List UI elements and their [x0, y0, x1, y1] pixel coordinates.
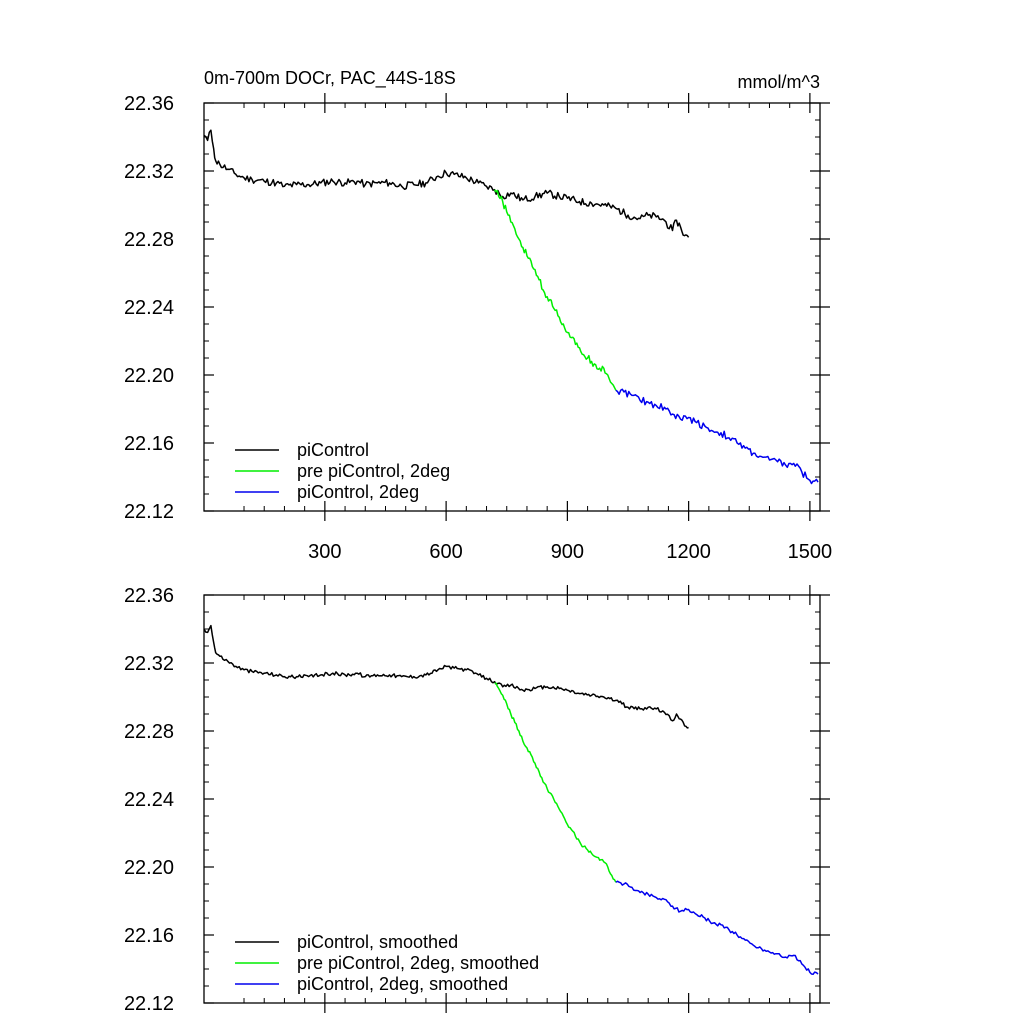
- series-line: [203, 624, 689, 729]
- legend-label: pre piControl, 2deg, smoothed: [297, 953, 539, 973]
- legend-label: pre piControl, 2deg: [297, 461, 450, 481]
- x-tick-label: 1500: [788, 541, 833, 563]
- legend-label: piControl: [297, 440, 369, 460]
- x-tick-label: 600: [429, 541, 462, 563]
- y-axis: 22.12 22.16 22.20 22.24 22.28 22.32 22.36: [124, 93, 830, 523]
- series-line: [494, 682, 617, 883]
- y-tick-label: 22.36: [124, 585, 174, 607]
- chart-title: 0m-700m DOCr, PAC_44S-18S: [204, 68, 456, 89]
- series-lines: [203, 624, 819, 976]
- chart-bottom: 22.12 22.16 22.20 22.24 22.28 22.32 22.36 piCo…: [124, 585, 830, 1015]
- series-line: [493, 189, 617, 391]
- y-tick-label: 22.36: [124, 93, 174, 115]
- y-tick-label: 22.20: [124, 365, 174, 387]
- series-line: [615, 388, 819, 485]
- x-axis: [243, 585, 811, 1013]
- y-tick-label: 22.32: [124, 161, 174, 183]
- y-axis: 22.12 22.16 22.20 22.24 22.28 22.32 22.36: [124, 585, 830, 1015]
- y-tick-label: 22.28: [124, 229, 174, 251]
- y-tick-label: 22.28: [124, 721, 174, 743]
- chart-units: mmol/m^3: [738, 72, 820, 92]
- legend-label: piControl, 2deg: [297, 482, 419, 502]
- y-tick-label: 22.12: [124, 501, 174, 523]
- y-tick-label: 22.24: [124, 789, 174, 811]
- y-tick-label: 22.12: [124, 993, 174, 1015]
- x-axis: 300 600 900 1200 1500: [243, 93, 833, 563]
- series-line: [615, 880, 819, 976]
- series-lines: [203, 129, 819, 485]
- y-tick-label: 22.16: [124, 433, 174, 455]
- y-tick-label: 22.32: [124, 653, 174, 675]
- x-tick-label: 300: [308, 541, 341, 563]
- x-tick-label: 1200: [666, 541, 711, 563]
- x-tick-label: 900: [551, 541, 584, 563]
- legend-label: piControl, smoothed: [297, 932, 458, 952]
- legend-label: piControl, 2deg, smoothed: [297, 974, 508, 994]
- chart-top: 0m-700m DOCr, PAC_44S-18S mmol/m^3 300 60…: [124, 68, 832, 563]
- y-tick-label: 22.20: [124, 857, 174, 879]
- y-tick-label: 22.24: [124, 297, 174, 319]
- series-line: [203, 129, 690, 238]
- y-tick-label: 22.16: [124, 925, 174, 947]
